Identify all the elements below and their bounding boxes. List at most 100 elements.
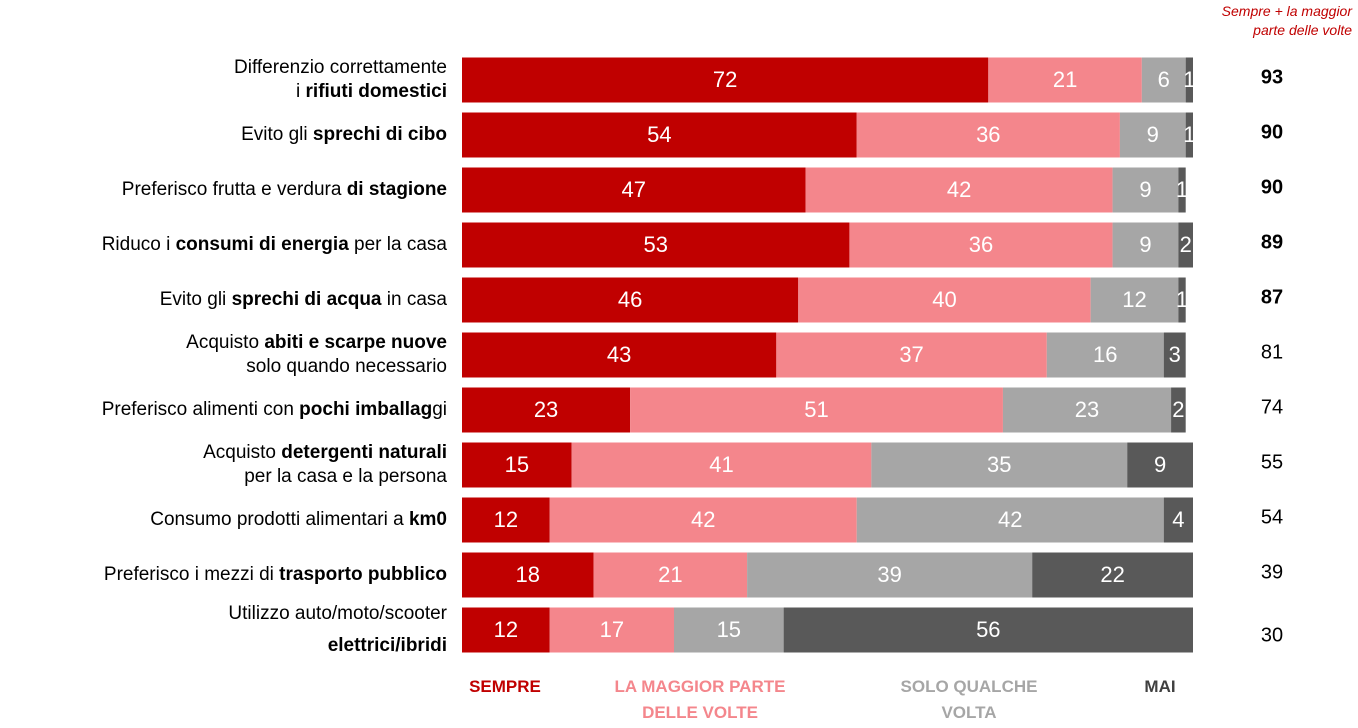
category-run: in casa (382, 289, 448, 310)
total-label: 87 (1261, 286, 1283, 308)
category-label: Utilizzo auto/moto/scooter (228, 603, 447, 624)
category-run: Evito gli (160, 289, 232, 310)
segment-label: 9 (1139, 232, 1151, 257)
segment-label: 46 (618, 287, 642, 312)
segment-label: 9 (1139, 177, 1151, 202)
segment-label: 23 (1075, 397, 1099, 422)
category-run: detergenti naturali (281, 442, 447, 463)
category-run: per la casa e la persona (244, 466, 447, 487)
bar-segment (1185, 57, 1193, 103)
segment-label: 36 (976, 122, 1000, 147)
category-label: per la casa e la persona (244, 466, 447, 487)
category-run: abiti e scarpe nuove (264, 332, 447, 353)
bar-segment (1002, 387, 1172, 433)
segment-label: 47 (622, 177, 646, 202)
category-label: Evito gli sprechi di acqua in casa (160, 289, 448, 310)
category-label: Preferisco frutta e verdura di stagione (122, 179, 447, 200)
segment-label: 15 (717, 617, 741, 642)
segment-label: 23 (534, 397, 558, 422)
bar-segment (849, 222, 1113, 268)
totals-header: Sempre + la maggior parte delle volte (1221, 3, 1352, 38)
category-run: Preferisco alimenti con (102, 399, 299, 420)
bar-segment (593, 552, 748, 598)
bar-segment (747, 552, 1033, 598)
category-label: Consumo prodotti alimentari a km0 (150, 509, 447, 530)
bar-segment (462, 497, 550, 543)
segment-label: 21 (658, 562, 682, 587)
category-label: Acquisto detergenti naturali (203, 442, 447, 463)
segment-label: 53 (643, 232, 667, 257)
bar-segment (462, 442, 572, 488)
category-label: Evito gli sprechi di cibo (241, 124, 447, 145)
segment-label: 37 (899, 342, 923, 367)
segment-label: 72 (713, 67, 737, 92)
category-run: per la casa (349, 234, 448, 255)
bar-segment (549, 607, 674, 653)
segment-label: 21 (1053, 67, 1077, 92)
bar-segment (776, 332, 1047, 378)
segment-label: 36 (969, 232, 993, 257)
category-run: sprechi di acqua (232, 289, 382, 310)
category-label: elettrici/ibridi (328, 635, 447, 656)
category-run: Preferisco i mezzi di (104, 564, 279, 585)
category-run: Evito gli (241, 124, 313, 145)
category-run: Riduco i (102, 234, 176, 255)
category-label: Preferisco i mezzi di trasporto pubblico (104, 564, 447, 585)
total-label: 74 (1261, 396, 1283, 418)
category-run: solo quando necessario (246, 356, 447, 377)
category-run: Acquisto (186, 332, 264, 353)
total-label: 81 (1261, 341, 1283, 363)
segment-label: 16 (1093, 342, 1117, 367)
segment-label: 1 (1176, 177, 1188, 202)
total-label: 89 (1261, 231, 1283, 253)
bar-segment (1046, 332, 1164, 378)
bar-segment (1163, 332, 1186, 378)
segment-label: 40 (932, 287, 956, 312)
total-label: 93 (1261, 66, 1283, 88)
segment-label: 43 (607, 342, 631, 367)
segment-label: 54 (647, 122, 671, 147)
bar-segment (462, 607, 550, 653)
total-label: 90 (1261, 121, 1283, 143)
bar-segment (462, 57, 989, 103)
bar-segment (856, 112, 1120, 158)
segment-label: 2 (1180, 232, 1192, 257)
bar-segment (805, 167, 1113, 213)
segment-label: 12 (1122, 287, 1146, 312)
category-label: Preferisco alimenti con pochi imballaggi (102, 399, 447, 420)
segment-label: 4 (1172, 507, 1184, 532)
legend-item: MAI (1144, 677, 1176, 696)
category-label: Riduco i consumi di energia per la casa (102, 234, 448, 255)
bar-segment (571, 442, 872, 488)
total-label: 30 (1261, 624, 1283, 646)
segment-label: 56 (976, 617, 1000, 642)
bar-segment (1112, 222, 1179, 268)
category-run: Acquisto (203, 442, 281, 463)
category-run: Differenzio correttamente (234, 57, 447, 78)
category-run: gi (432, 399, 447, 420)
legend-item: LA MAGGIOR PARTE DELLE VOLTE (614, 677, 786, 722)
category-label: Differenzio correttamente (234, 57, 447, 78)
bar-segment (1171, 387, 1186, 433)
bar-segment (462, 167, 806, 213)
category-run: km0 (409, 509, 447, 530)
segment-label: 39 (877, 562, 901, 587)
bar-segment (630, 387, 1003, 433)
segment-label: 15 (505, 452, 529, 477)
segment-label: 12 (494, 617, 518, 642)
bar-segment (1141, 57, 1186, 103)
bar-segment (1178, 222, 1193, 268)
category-label: Acquisto abiti e scarpe nuove (186, 332, 447, 353)
category-run: pochi imballag (299, 399, 432, 420)
segment-label: 18 (516, 562, 540, 587)
category-run: sprechi di cibo (313, 124, 447, 145)
segment-label: 9 (1147, 122, 1159, 147)
bar-segment (1032, 552, 1193, 598)
category-run: consumi di energia (176, 234, 350, 255)
category-run: Preferisco frutta e verdura (122, 179, 347, 200)
bar-segment (462, 552, 594, 598)
bar-segment (1090, 277, 1179, 323)
category-run: Consumo prodotti alimentari a (150, 509, 409, 530)
